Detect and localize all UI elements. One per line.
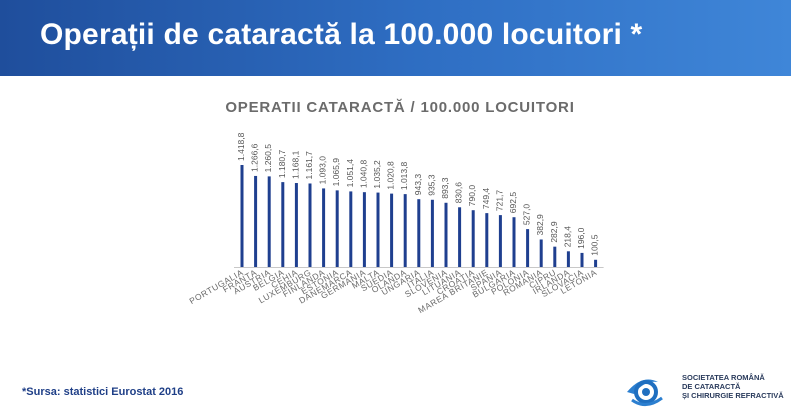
data-label: 282,9 xyxy=(549,221,559,243)
society-logo: SOCIETATEA ROMÂNĂ DE CATARACTĂ ȘI CHIRUR… xyxy=(622,370,791,410)
bar xyxy=(526,229,530,267)
bar xyxy=(308,183,312,267)
data-label: 943,3 xyxy=(413,174,423,196)
bar xyxy=(322,188,326,267)
bar xyxy=(390,193,394,267)
data-label: 1.040,8 xyxy=(358,160,368,189)
bar xyxy=(417,199,421,267)
bar xyxy=(362,192,366,267)
data-label: 1.051,4 xyxy=(345,159,355,188)
data-label: 100,5 xyxy=(590,234,600,256)
bar xyxy=(580,252,584,267)
data-label: 382,9 xyxy=(535,214,545,236)
data-label: 790,0 xyxy=(467,185,477,207)
source-footnote: *Sursa: statistici Eurostat 2016 xyxy=(22,386,184,398)
logo-text: SOCIETATEA ROMÂNĂ DE CATARACTĂ ȘI CHIRUR… xyxy=(682,373,784,400)
bar xyxy=(444,202,448,267)
bar xyxy=(485,213,489,267)
data-label: 1.035,2 xyxy=(372,160,382,189)
data-label: 1.161,7 xyxy=(304,151,314,180)
bar xyxy=(267,176,271,267)
data-label: 1.168,1 xyxy=(290,150,300,179)
logo-line: ȘI CHIRURGIE REFRACTIVĂ xyxy=(682,391,784,400)
data-label: 893,3 xyxy=(440,177,450,199)
slide-title: Operații de cataractă la 100.000 locuito… xyxy=(40,18,643,51)
data-label: 1.093,0 xyxy=(318,156,328,185)
data-label: 1.180,7 xyxy=(277,149,287,178)
data-label: 1.065,9 xyxy=(331,158,341,187)
data-label: 527,0 xyxy=(522,204,532,226)
bar xyxy=(539,239,543,267)
bar xyxy=(376,192,380,267)
data-label: 218,4 xyxy=(562,226,572,248)
data-label: 196,0 xyxy=(576,227,586,249)
data-label: 1.020,8 xyxy=(386,161,396,190)
data-label: 721,7 xyxy=(494,190,504,212)
slide-header: Operații de cataractă la 100.000 locuito… xyxy=(0,0,791,76)
bar xyxy=(471,210,475,267)
bar xyxy=(566,251,570,267)
bar xyxy=(403,194,407,267)
bar xyxy=(254,175,258,267)
bar xyxy=(335,190,339,267)
data-label: 749,4 xyxy=(481,188,491,210)
bar xyxy=(458,207,462,267)
bar xyxy=(430,199,434,267)
bar xyxy=(349,191,353,267)
data-label: 1.266,6 xyxy=(250,143,260,172)
eye-logo-icon xyxy=(627,379,663,406)
data-label: 830,6 xyxy=(454,182,464,204)
bar xyxy=(553,246,557,267)
bar xyxy=(240,165,244,267)
data-label: 1.013,8 xyxy=(399,161,409,190)
logo-line: DE CATARACTĂ xyxy=(682,382,741,391)
bar xyxy=(594,259,598,267)
data-label: 935,3 xyxy=(426,174,436,196)
data-label: 1.260,5 xyxy=(263,144,273,173)
logo-line: SOCIETATEA ROMÂNĂ xyxy=(682,373,765,382)
data-label: 692,5 xyxy=(508,192,518,214)
bar xyxy=(281,182,285,267)
bar xyxy=(512,217,516,267)
chart-title: OPERATII CATARACTĂ / 100.000 LOCUITORI xyxy=(225,99,575,116)
data-label: 1.418,8 xyxy=(236,132,246,161)
bar xyxy=(294,183,298,267)
bar xyxy=(498,215,502,267)
